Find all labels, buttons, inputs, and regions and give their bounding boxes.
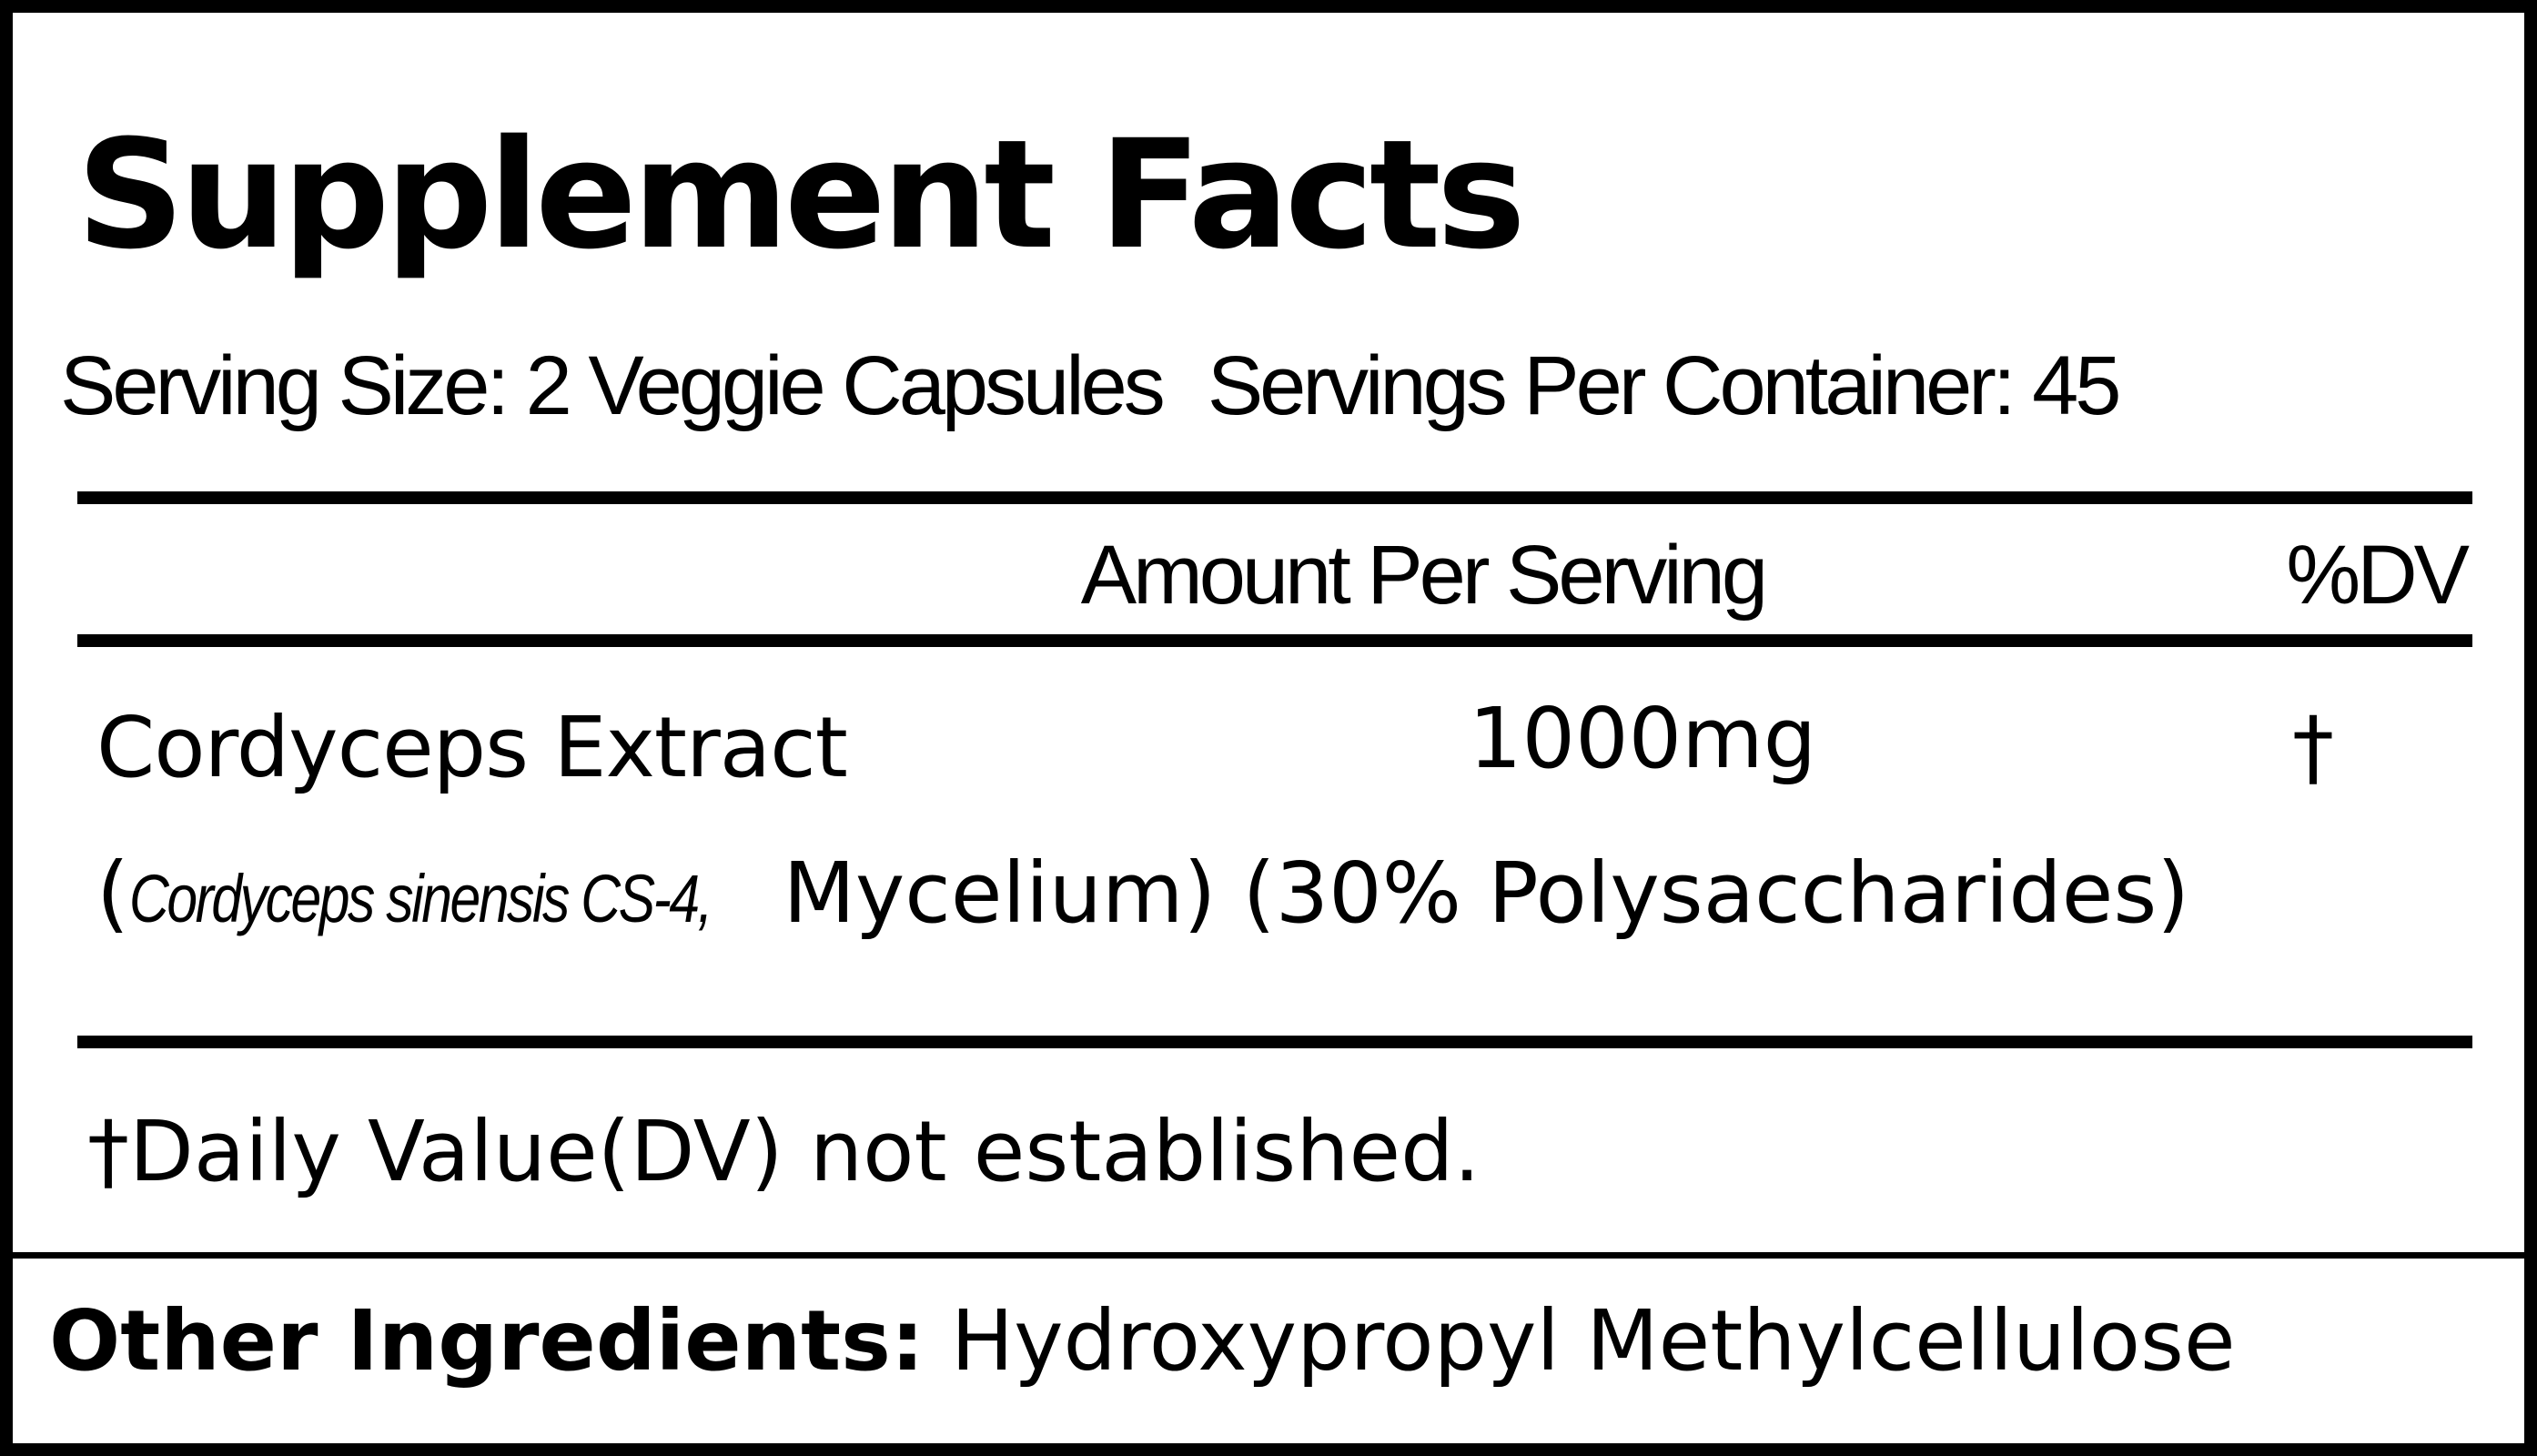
dv-footnote: †Daily Value(DV) not established.	[87, 1103, 1481, 1200]
ingredient-name: Cordyceps Extract	[96, 699, 848, 796]
ingredient-amount: 1000mg	[1469, 690, 1817, 787]
divider-header	[77, 634, 2472, 647]
other-ingredients: Other Ingredients: Hydroxypropyl Methylc…	[49, 1299, 2236, 1383]
other-ingredients-value: Hydroxypropyl Methylcellulose	[950, 1292, 2236, 1390]
divider-full	[13, 1252, 2524, 1259]
other-ingredients-label: Other Ingredients:	[49, 1292, 925, 1390]
ingredient-species: Cordyceps sinensis CS-4,	[128, 861, 713, 936]
panel-title: Supplement Facts	[76, 107, 1526, 282]
dv-header: %DV	[2286, 529, 2470, 622]
divider-top	[77, 491, 2472, 504]
ingredient-dv: †	[2292, 699, 2334, 796]
amount-header: Amount Per Serving	[1080, 529, 1768, 622]
serving-size: Serving Size: 2 Veggie Capsules	[60, 339, 1166, 432]
divider-bottom	[77, 1036, 2472, 1048]
ingredient-description: (Cordyceps sinensis CS-4, Mycelium) (30%…	[96, 844, 2190, 942]
ingredient-details: Mycelium) (30% Polysaccharides)	[783, 844, 2190, 942]
servings-per-container: Servings Per Container: 45	[1207, 339, 2122, 432]
serving-info: Serving Size: 2 Veggie Capsules Servings …	[60, 344, 2121, 428]
